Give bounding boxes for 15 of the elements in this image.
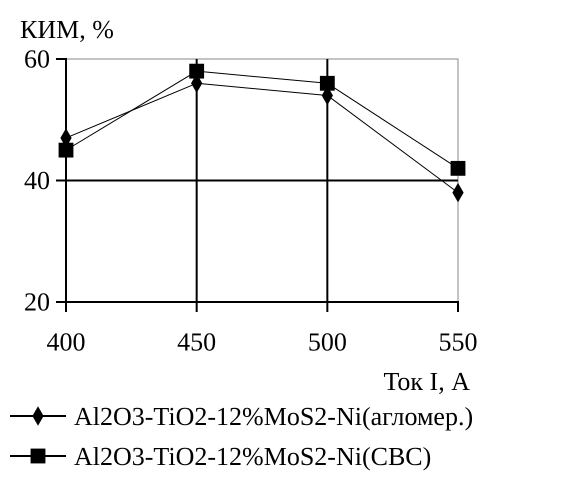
x-tick-label: 500 (308, 327, 347, 356)
legend-label: Al2O3-TiO2-12%MoS2-Ni(агломер.) (74, 402, 474, 431)
y-axis-title: КИМ, % (20, 15, 114, 44)
y-tick-label: 60 (24, 44, 50, 74)
point (450, 160, 466, 176)
point (58, 142, 74, 158)
point (320, 76, 335, 91)
y-tick-label: 40 (24, 166, 50, 195)
x-tick-label: 400 (46, 327, 86, 356)
y-tick-label: 20 (24, 287, 50, 316)
point (189, 64, 204, 79)
x-axis-title: Ток I, А (384, 367, 470, 396)
x-tick-label: 550 (438, 327, 478, 356)
legend-label: Al2O3-TiO2-12%MoS2-Ni(СВС) (74, 442, 432, 471)
x-tick-label: 450 (177, 327, 216, 356)
